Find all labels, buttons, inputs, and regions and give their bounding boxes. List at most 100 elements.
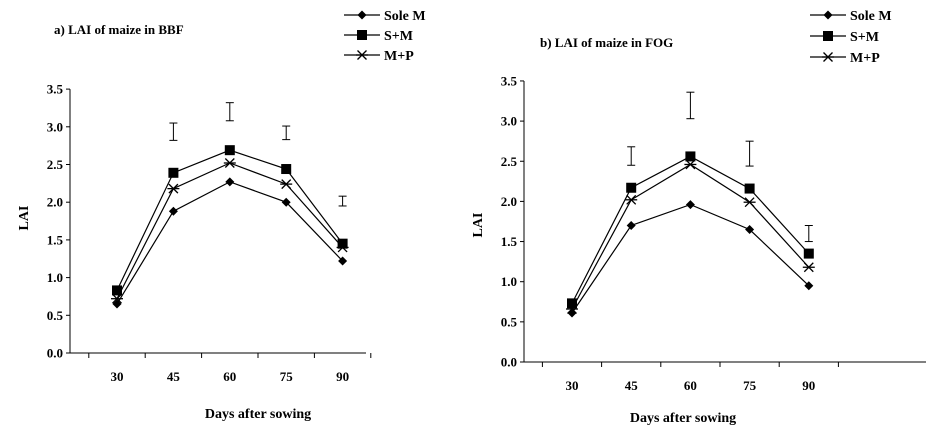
data-point [167,183,180,194]
y-tick-label: 0.5 [47,308,64,323]
data-point [745,225,755,235]
error-bar [282,125,291,141]
legend-marker [822,52,834,62]
y-tick-label: 1.0 [501,274,517,289]
x-axis-label: Days after sowing [205,407,311,422]
series-line [116,149,344,291]
series-line [571,155,810,304]
data-point [168,167,179,178]
y-axis-label: LAI [471,213,486,238]
error-bar [627,146,636,166]
data-point [566,304,578,314]
series-line [116,181,344,305]
data-point [803,248,814,259]
legend-item: M+P [344,49,414,64]
legend-item: S+M [810,30,879,45]
series-s-m [112,145,348,296]
data-point [112,299,122,309]
x-tick-label: 60 [223,369,236,384]
data-point [685,200,695,210]
error-bar [338,195,347,207]
legend-label: M+P [384,49,414,64]
data-point [337,238,348,249]
legend-item: Sole M [344,9,426,24]
legend: Sole M S+M M+P [810,9,892,66]
series-sole-m [112,177,348,309]
legend-item: M+P [810,51,880,66]
legend-item: S+M [344,29,413,44]
data-point [280,179,293,190]
y-tick-label: 3.5 [47,82,64,97]
data-point [804,281,814,291]
x-tick-label: 30 [566,378,579,393]
y-tick-label: 2.0 [501,194,517,209]
y-tick-label: 1.5 [501,234,518,249]
data-point [223,158,236,168]
x-tick-label: 30 [111,369,124,384]
chart-panel-2: b) LAI of maize in FOG 0.0 0.5 1.0 1.5 2.0 2.5… [471,9,926,426]
error-bar [169,122,178,141]
y-tick-label: 2.5 [47,157,64,172]
x-tick-label: 60 [684,378,697,393]
y-tick-label: 0.5 [501,314,518,329]
x-axis-label: Days after sowing [630,411,736,426]
y-tick-label: 3.0 [501,114,517,129]
series-m-p [111,158,349,304]
data-point [224,145,235,156]
data-point [802,262,815,273]
legend-marker [823,10,833,20]
legend-label: S+M [384,29,413,44]
data-point [112,285,122,296]
x-tick-label: 45 [167,369,181,384]
series-s-m [567,151,814,309]
y-tick-label: 3.0 [47,119,63,134]
data-point [744,183,755,194]
legend-label: Sole M [384,9,426,24]
y-tick-label: 0.0 [501,355,517,370]
legend-label: M+P [850,51,880,66]
data-point [111,293,123,304]
x-tick-label: 75 [743,378,757,393]
x-tick-label: 90 [336,369,349,384]
data-point [336,242,349,253]
series-m-p [566,159,815,314]
chart-panel-1: a) LAI of maize in BBF 0.0 0.5 1.0 1.5 2.0 2.5… [17,9,426,422]
series-line [571,163,810,310]
data-point [625,194,638,205]
y-tick-label: 2.5 [501,154,518,169]
x-tick-label: 45 [625,378,639,393]
data-point [168,206,178,216]
chart-title: a) LAI of maize in BBF [54,22,184,37]
error-bar [804,224,813,243]
legend-marker [357,30,367,40]
data-point [685,151,696,162]
data-point [684,159,697,170]
y-tick-label: 1.0 [47,270,63,285]
legend-label: S+M [850,30,879,45]
data-point [626,220,636,230]
error-bar [225,102,234,122]
error-bar [686,91,695,120]
data-point [626,182,637,193]
data-point [281,164,292,175]
error-bar [745,140,754,167]
x-tick-label: 90 [802,378,815,393]
y-tick-label: 1.5 [47,232,64,247]
legend-marker [357,10,367,20]
data-point [281,197,291,207]
y-axis-label: LAI [17,206,32,231]
legend-label: Sole M [850,9,892,24]
chart-title: b) LAI of maize in FOG [540,35,673,50]
data-point [225,177,235,187]
data-point [743,197,756,208]
x-tick-label: 75 [280,369,294,384]
legend-item: Sole M [810,9,892,24]
y-tick-label: 3.5 [501,73,518,88]
series-line [571,203,810,314]
y-tick-label: 2.0 [47,195,63,210]
data-point [567,298,577,309]
legend: Sole M S+M M+P [344,9,426,64]
data-point [338,256,348,266]
